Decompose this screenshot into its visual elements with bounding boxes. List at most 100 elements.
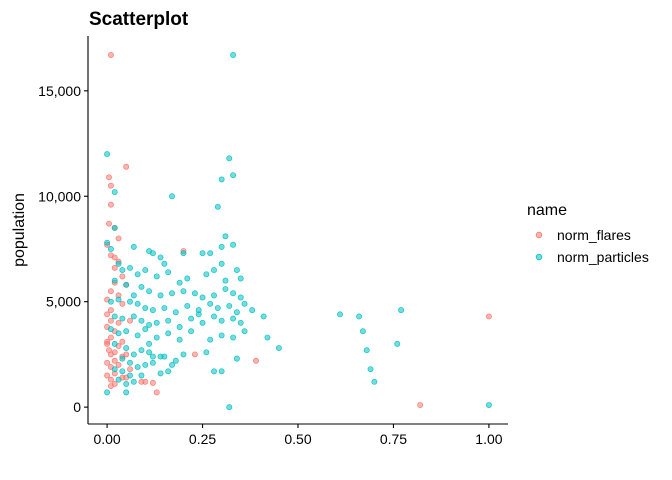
data-point-norm-particles	[142, 362, 149, 368]
data-point-norm-particles	[134, 300, 141, 307]
data-point-norm-particles	[172, 309, 179, 316]
data-point-norm-particles	[211, 368, 217, 375]
data-point-norm-particles	[226, 302, 233, 309]
data-point-norm-particles	[207, 300, 214, 307]
data-point-norm-particles	[153, 334, 160, 341]
data-point-norm-particles	[161, 260, 168, 267]
data-point-norm-particles	[184, 302, 191, 309]
legend-label: norm_flares	[557, 227, 631, 243]
data-point-norm-particles	[398, 307, 405, 314]
data-point-norm-flares	[111, 357, 118, 364]
data-point-norm-particles	[130, 313, 137, 320]
data-point-norm-particles	[218, 317, 225, 324]
data-point-norm-flares	[119, 300, 126, 307]
y-tick-label: 10,000	[38, 188, 81, 204]
data-point-norm-particles	[199, 250, 206, 257]
data-point-norm-flares	[107, 52, 114, 58]
data-point-norm-particles	[142, 305, 149, 311]
data-point-norm-particles	[157, 370, 164, 377]
data-point-norm-flares	[107, 182, 114, 189]
data-point-norm-particles	[111, 313, 118, 320]
data-point-norm-particles	[211, 313, 217, 320]
data-point-norm-particles	[161, 305, 168, 311]
data-point-norm-particles	[127, 298, 133, 305]
data-point-norm-particles	[123, 345, 130, 352]
data-point-norm-particles	[188, 328, 195, 335]
data-point-norm-particles	[134, 271, 141, 278]
data-point-norm-particles	[233, 267, 240, 274]
data-point-norm-particles	[226, 155, 233, 162]
y-tick-label: 15,000	[38, 83, 81, 99]
data-point-norm-particles	[218, 368, 225, 375]
data-point-norm-flares	[123, 163, 130, 170]
x-tick-label: 0.25	[189, 431, 216, 447]
data-point-norm-particles	[169, 193, 175, 200]
data-point-norm-particles	[199, 319, 206, 326]
data-point-norm-particles	[115, 330, 122, 337]
legend: name norm_flares norm_particles	[527, 202, 649, 265]
data-point-norm-particles	[107, 298, 114, 305]
data-point-norm-particles	[127, 359, 133, 366]
x-axis-ticks: 0.00 0.25 0.50 0.75 1.00	[93, 424, 503, 447]
data-point-norm-particles	[115, 376, 122, 383]
data-point-norm-particles	[111, 340, 118, 347]
data-point-norm-particles	[275, 345, 282, 352]
data-point-norm-flares	[104, 372, 111, 379]
data-point-norm-flares	[142, 378, 149, 385]
data-point-norm-particles	[104, 151, 111, 158]
data-point-norm-flares	[107, 376, 114, 383]
data-point-norm-particles	[176, 324, 183, 330]
x-tick-label: 0.00	[93, 431, 120, 447]
data-point-norm-flares	[127, 366, 133, 373]
data-point-norm-particles	[123, 380, 130, 387]
data-point-norm-particles	[104, 389, 111, 396]
data-point-norm-particles	[264, 334, 271, 341]
data-point-norm-particles	[123, 328, 130, 335]
data-point-norm-flares	[119, 273, 126, 280]
data-point-norm-flares	[107, 351, 114, 358]
legend-label: norm_particles	[557, 249, 649, 265]
data-point-norm-flares	[119, 338, 126, 345]
chart-title: Scatterplot	[89, 9, 189, 30]
data-point-norm-particles	[260, 313, 267, 320]
data-point-norm-particles	[157, 254, 164, 261]
data-point-norm-particles	[211, 267, 217, 274]
data-point-norm-particles	[146, 349, 153, 356]
data-point-norm-particles	[176, 336, 183, 343]
data-point-norm-particles	[367, 366, 374, 373]
data-point-norm-flares	[127, 317, 133, 324]
data-point-norm-flares	[191, 351, 198, 358]
data-point-norm-particles	[218, 260, 225, 267]
data-point-norm-particles	[111, 189, 118, 195]
data-point-norm-particles	[169, 362, 175, 368]
data-point-norm-flares	[107, 317, 114, 324]
data-point-norm-particles	[230, 52, 237, 58]
data-point-norm-particles	[149, 353, 156, 360]
data-point-norm-particles	[115, 296, 122, 303]
data-point-norm-particles	[130, 378, 137, 385]
data-point-norm-particles	[149, 250, 156, 257]
data-point-norm-particles	[149, 359, 156, 366]
data-point-norm-particles	[237, 319, 244, 326]
data-point-norm-particles	[359, 328, 366, 335]
data-point-norm-particles	[203, 271, 210, 278]
data-point-norm-particles	[149, 307, 156, 314]
data-point-norm-flares	[107, 334, 114, 341]
data-point-norm-particles	[371, 378, 378, 385]
data-point-norm-particles	[127, 265, 133, 271]
data-point-norm-particles	[176, 279, 183, 286]
data-point-norm-particles	[218, 176, 225, 183]
data-point-norm-flares	[107, 201, 114, 208]
data-point-norm-flares	[417, 402, 424, 408]
data-point-norm-particles	[142, 326, 149, 333]
data-point-norm-particles	[115, 260, 122, 267]
data-point-norm-particles	[233, 355, 240, 362]
data-point-norm-particles	[180, 288, 187, 295]
data-point-norm-particles	[123, 389, 130, 396]
data-point-norm-particles	[230, 241, 237, 248]
data-point-norm-particles	[153, 319, 160, 326]
data-point-norm-particles	[130, 292, 137, 299]
data-point-norm-particles	[180, 250, 187, 257]
data-point-norm-particles	[211, 292, 217, 299]
data-point-norm-flares	[111, 254, 118, 261]
